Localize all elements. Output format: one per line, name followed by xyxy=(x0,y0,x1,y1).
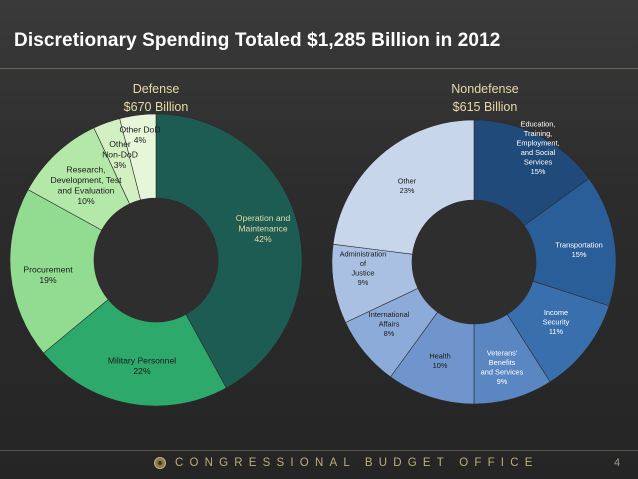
nondefense-label-international-affairs: International Affairs 8% xyxy=(369,310,410,338)
nondefense-label-transportation: Transportation 15% xyxy=(555,241,602,260)
nondefense-label-other: Other 23% xyxy=(398,177,417,196)
nondefense-heading-line-2: $615 Billion xyxy=(452,100,518,114)
nondefense-label-income-security: Income Security 11% xyxy=(543,308,570,336)
nondefense-chart-heading: Nondefense $615 Billion xyxy=(425,80,545,116)
defense-label-other-non-dod: Other Non-DoD 3% xyxy=(102,139,138,170)
defense-donut: Operation and Maintenance 42% Military Pers… xyxy=(9,113,303,407)
nondefense-donut: Education, Training, Employment, and Social… xyxy=(331,120,617,405)
nondefense-donut-hole xyxy=(412,200,536,324)
footer-divider xyxy=(0,450,638,451)
cbo-seal-icon xyxy=(154,457,166,469)
nondefense-label-veterans-benefits-and-services: Veterans' Benefits and Services 9% xyxy=(481,349,524,387)
nondefense-label-health: Health 10% xyxy=(429,352,450,371)
nondefense-label-administration-of-justice: Administration of Justice 9% xyxy=(340,250,387,288)
footer-organization: CONGRESSIONAL BUDGET OFFICE xyxy=(175,457,539,469)
defense-label-military-personnel: Military Personnel 22% xyxy=(108,356,176,377)
defense-label-operation-and-maintenance: Operation and Maintenance 42% xyxy=(236,213,291,244)
defense-chart-heading: Defense $670 Billion xyxy=(96,80,216,116)
nondefense-heading-line-1: Nondefense xyxy=(451,82,519,96)
page-number: 4 xyxy=(614,457,621,469)
defense-label-procurement: Procurement 19% xyxy=(23,265,73,286)
defense-donut-hole xyxy=(94,198,218,322)
defense-label-other-dod: Other DoD 4% xyxy=(119,125,160,146)
defense-heading-line-2: $670 Billion xyxy=(123,100,189,114)
nondefense-label-education-training-employment-and-social-services: Education, Training, Employment, and Social… xyxy=(516,120,559,177)
page-title: Discretionary Spending Totaled $1,285 Bi… xyxy=(14,30,501,51)
defense-heading-line-1: Defense xyxy=(132,82,180,96)
defense-label-research-development-test-and-evaluation: Research, Development, Test and Evaluation… xyxy=(50,165,122,207)
title-divider xyxy=(0,68,638,69)
defense-slice-procurement xyxy=(9,189,109,354)
